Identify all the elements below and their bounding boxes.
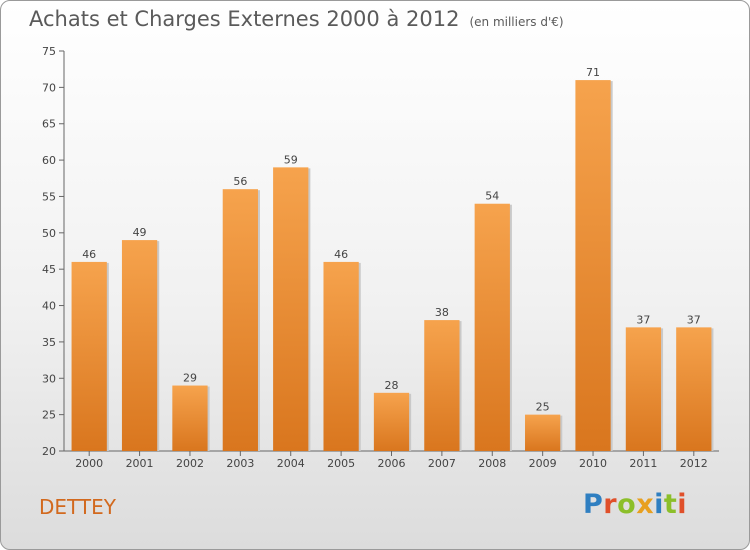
bar [575, 80, 611, 451]
logo-letter: o [617, 489, 637, 520]
bar [525, 414, 561, 451]
logo-letter: x [636, 489, 655, 520]
x-tick-label: 2008 [478, 457, 506, 470]
bar-value-label: 46 [334, 248, 348, 261]
chart-title: Achats et Charges Externes 2000 à 2012 (e… [29, 7, 564, 31]
bar-value-label: 29 [183, 372, 197, 385]
y-tick-label: 60 [42, 154, 56, 167]
x-tick-label: 2011 [629, 457, 657, 470]
y-tick-label: 20 [42, 445, 56, 458]
bar [222, 189, 258, 451]
logo-letter: t [663, 489, 678, 520]
bar [625, 327, 662, 451]
y-tick-label: 35 [42, 336, 56, 349]
bar-value-label: 28 [385, 379, 399, 392]
bar-value-label: 37 [687, 313, 701, 326]
y-tick-label: 65 [42, 118, 56, 131]
x-tick-label: 2009 [529, 457, 557, 470]
bar-value-label: 46 [82, 248, 96, 261]
chart-subtitle: (en milliers d'€) [469, 15, 564, 29]
commune-name: DETTEY [39, 495, 116, 519]
bar-value-label: 59 [284, 153, 298, 166]
y-tick-label: 30 [42, 372, 56, 385]
x-tick-label: 2001 [126, 457, 154, 470]
x-tick-label: 2010 [579, 457, 607, 470]
bar [172, 385, 208, 451]
x-tick-label: 2000 [75, 457, 103, 470]
logo-letter: i [654, 489, 664, 520]
x-tick-label: 2006 [378, 457, 406, 470]
y-tick-label: 55 [42, 190, 56, 203]
y-tick-label: 70 [42, 81, 56, 94]
bar [424, 320, 460, 451]
logo-letter: r [603, 489, 618, 520]
bar [273, 167, 309, 451]
y-tick-label: 25 [42, 409, 56, 422]
chart-labels: 46 2000 49 2001 29 2002 56 2003 59 2004 46 2005 28 20… [75, 66, 708, 470]
bar-value-label: 38 [435, 306, 449, 319]
logo-letter: P [583, 489, 604, 520]
bar-value-label: 49 [133, 226, 147, 239]
bar-value-label: 71 [586, 66, 600, 79]
chart-bars [71, 80, 714, 451]
y-tick-label: 45 [42, 263, 56, 276]
x-tick-label: 2004 [277, 457, 305, 470]
bar [373, 392, 410, 451]
chart-axes: 20 25 30 35 40 45 50 55 60 65 70 75 [42, 45, 719, 458]
x-tick-label: 2005 [327, 457, 355, 470]
logo-letter: i [677, 489, 688, 520]
y-tick-label: 40 [42, 300, 56, 313]
x-tick-label: 2002 [176, 457, 204, 470]
bar [323, 261, 359, 451]
x-tick-label: 2007 [428, 457, 456, 470]
bar [474, 203, 510, 451]
chart-title-text: Achats et Charges Externes 2000 à 2012 [29, 7, 460, 31]
bar [676, 327, 712, 451]
bar [71, 261, 107, 451]
y-tick-label: 50 [42, 227, 56, 240]
y-tick-label: 75 [42, 45, 56, 58]
bar [121, 240, 158, 451]
x-tick-label: 2012 [680, 457, 708, 470]
bar-value-label: 25 [536, 401, 550, 414]
x-tick-label: 2003 [226, 457, 254, 470]
proxiti-logo[interactable]: Proxiti [583, 489, 687, 520]
bar-value-label: 37 [636, 313, 650, 326]
bar-value-label: 56 [233, 175, 247, 188]
bar-value-label: 54 [485, 190, 499, 203]
